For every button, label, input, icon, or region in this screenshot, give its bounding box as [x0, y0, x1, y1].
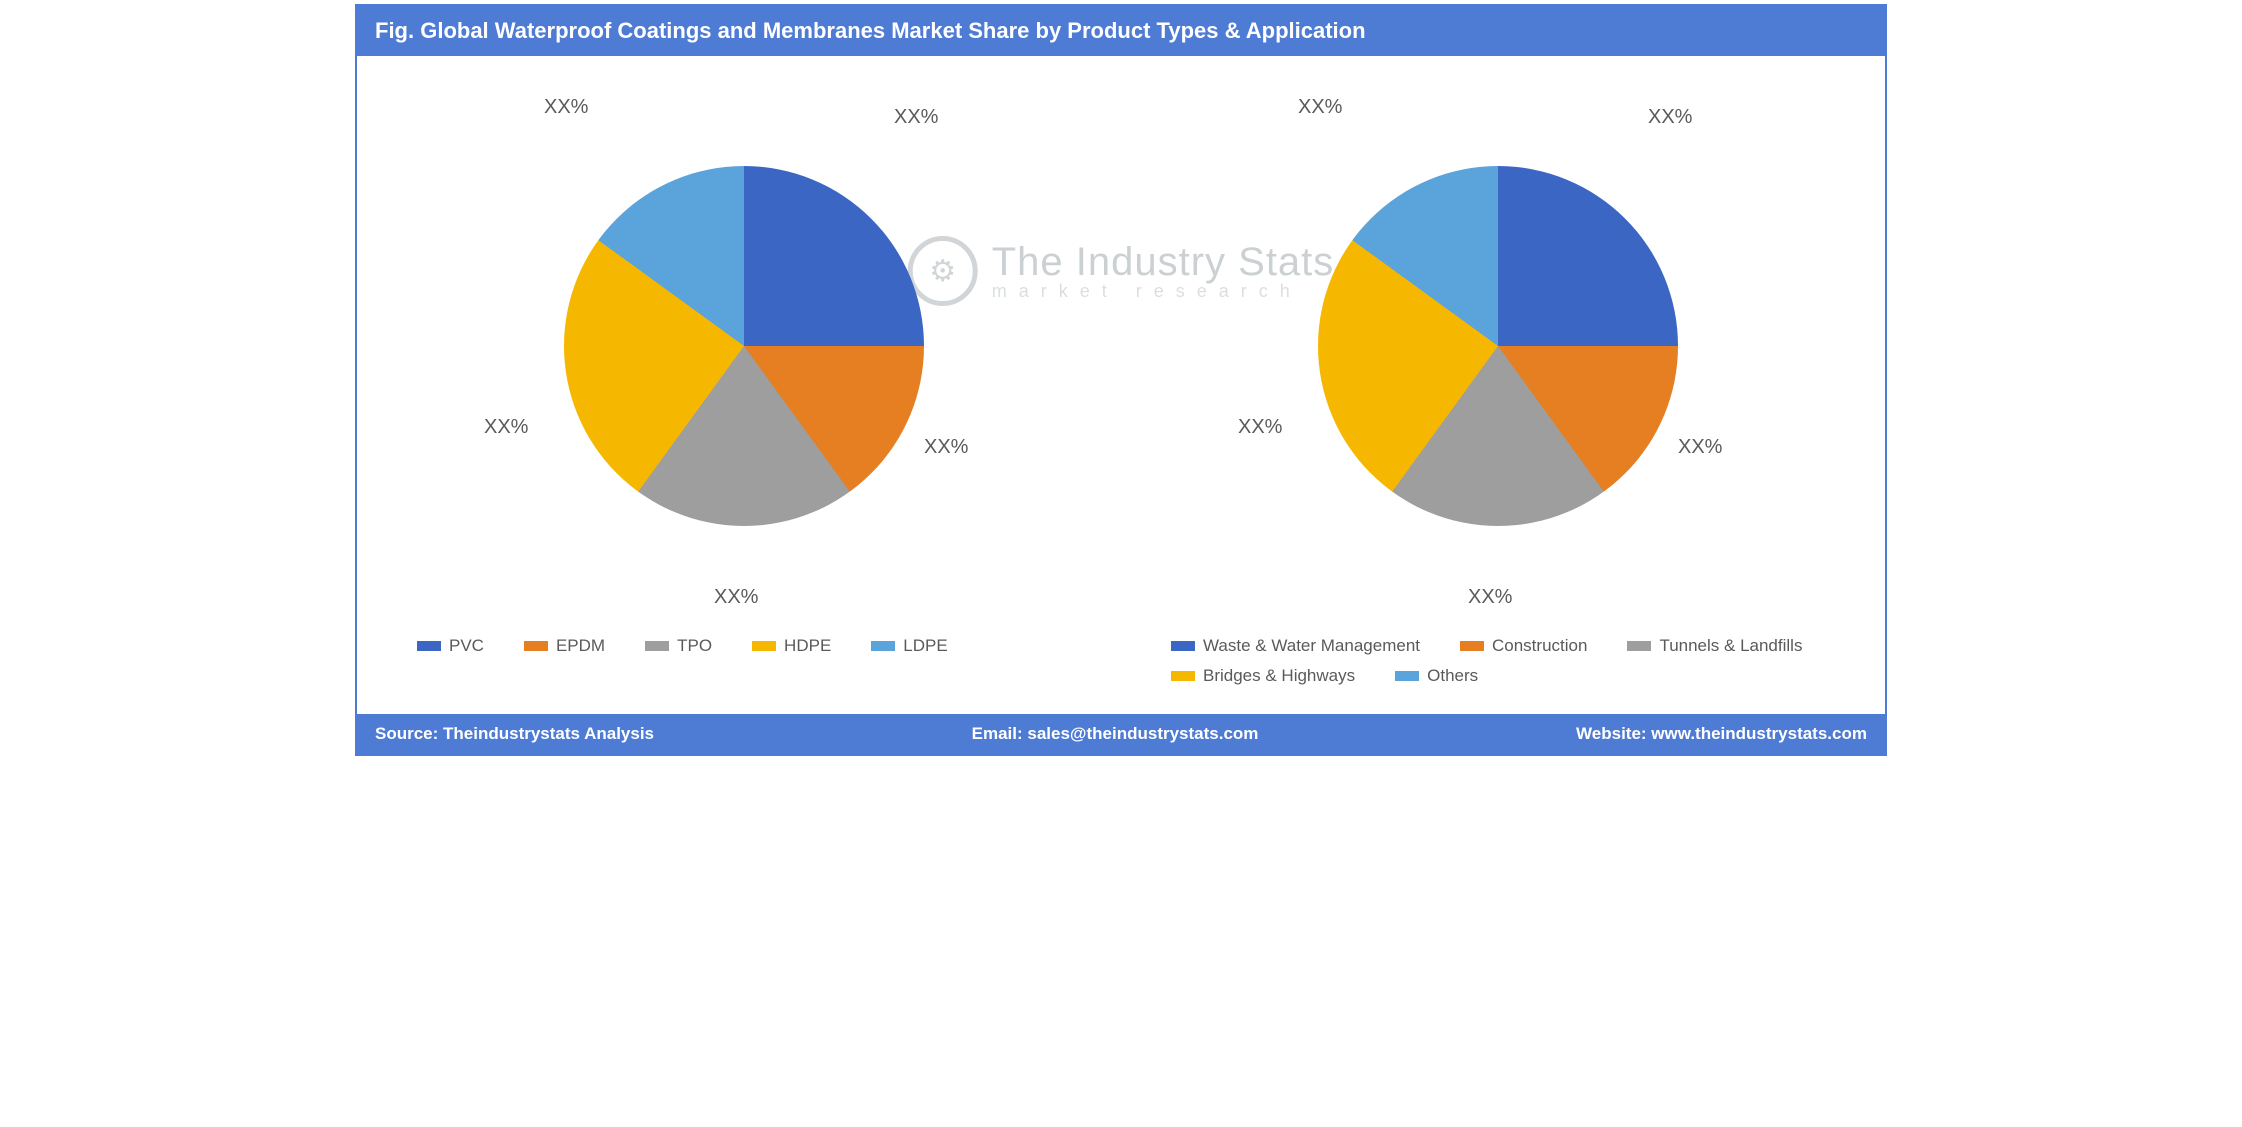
legend-label: Others	[1427, 666, 1478, 686]
legend-right: Waste & Water Management Construction Tunn…	[1141, 626, 1855, 704]
legend-left: PVC EPDM TPO HDPE LDPE	[387, 626, 1101, 674]
pie-chart-right: XX% XX% XX% XX% XX%	[1238, 86, 1758, 606]
charts-area: ⚙ The Industry Stats market research XX%…	[357, 56, 1885, 714]
legend-label: PVC	[449, 636, 484, 656]
legend-swatch	[524, 641, 548, 651]
pie-slice-label: XX%	[1648, 106, 1692, 129]
legend-item: HDPE	[752, 636, 831, 656]
legend-label: Waste & Water Management	[1203, 636, 1420, 656]
legend-item: EPDM	[524, 636, 605, 656]
pie-disc	[564, 166, 924, 526]
chart-container: Fig. Global Waterproof Coatings and Memb…	[355, 4, 1887, 756]
legend-swatch	[1171, 671, 1195, 681]
legend-swatch	[752, 641, 776, 651]
legend-label: EPDM	[556, 636, 605, 656]
pie-slice-label: XX%	[1298, 96, 1342, 119]
pie-slice-label: XX%	[484, 416, 528, 439]
footer-email: Email: sales@theindustrystats.com	[972, 724, 1259, 744]
legend-swatch	[1460, 641, 1484, 651]
legend-label: HDPE	[784, 636, 831, 656]
legend-swatch	[1395, 671, 1419, 681]
legend-swatch	[1627, 641, 1651, 651]
legend-item: LDPE	[871, 636, 947, 656]
legend-swatch	[645, 641, 669, 651]
chart-title: Fig. Global Waterproof Coatings and Memb…	[357, 6, 1885, 56]
pie-slice-label: XX%	[1238, 416, 1282, 439]
legend-item: PVC	[417, 636, 484, 656]
legend-label: LDPE	[903, 636, 947, 656]
legend-item: Construction	[1460, 636, 1587, 656]
pie-slice-label: XX%	[1678, 436, 1722, 459]
pie-slice-label: XX%	[544, 96, 588, 119]
pie-slice-label: XX%	[894, 106, 938, 129]
legend-label: Tunnels & Landfills	[1659, 636, 1802, 656]
legend-swatch	[1171, 641, 1195, 651]
footer-source: Source: Theindustrystats Analysis	[375, 724, 654, 744]
legend-item: Waste & Water Management	[1171, 636, 1420, 656]
legend-label: TPO	[677, 636, 712, 656]
legend-swatch	[871, 641, 895, 651]
legend-label: Bridges & Highways	[1203, 666, 1355, 686]
legend-item: Bridges & Highways	[1171, 666, 1355, 686]
pie-slice-label: XX%	[714, 586, 758, 609]
footer-bar: Source: Theindustrystats Analysis Email:…	[357, 714, 1885, 754]
pie-slice-label: XX%	[1468, 586, 1512, 609]
pie-chart-left: XX% XX% XX% XX% XX%	[484, 86, 1004, 606]
footer-website: Website: www.theindustrystats.com	[1576, 724, 1867, 744]
legend-label: Construction	[1492, 636, 1587, 656]
pie-slice-label: XX%	[924, 436, 968, 459]
legend-item: TPO	[645, 636, 712, 656]
chart-panel-right: XX% XX% XX% XX% XX% Waste & Water Management…	[1121, 86, 1875, 704]
legend-item: Others	[1395, 666, 1478, 686]
legend-item: Tunnels & Landfills	[1627, 636, 1802, 656]
pie-disc	[1318, 166, 1678, 526]
legend-swatch	[417, 641, 441, 651]
chart-panel-left: XX% XX% XX% XX% XX% PVC EPDM TPO HDPE LDPE	[367, 86, 1121, 704]
